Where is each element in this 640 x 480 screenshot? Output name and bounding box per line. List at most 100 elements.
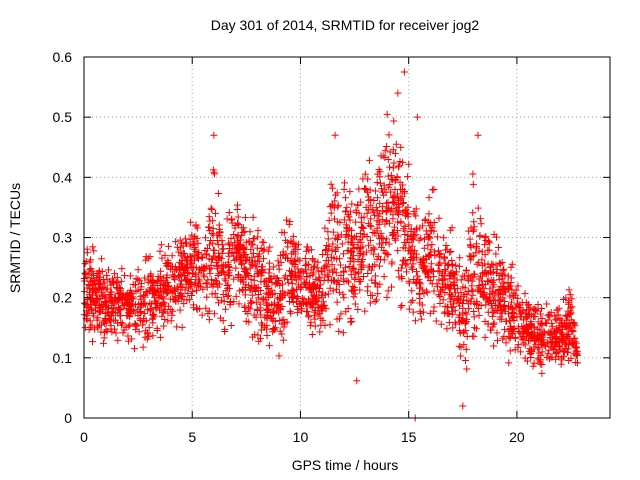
data-point	[100, 339, 108, 347]
data-point	[501, 288, 509, 296]
data-point	[118, 265, 126, 273]
data-point	[538, 304, 546, 312]
data-point	[216, 232, 224, 240]
data-point	[238, 259, 246, 267]
data-point	[482, 267, 490, 275]
data-point	[161, 251, 169, 259]
data-point	[321, 224, 329, 232]
data-point	[255, 337, 263, 345]
data-point	[270, 272, 278, 280]
data-point	[372, 279, 380, 287]
data-point	[475, 275, 483, 283]
x-tick-label: 10	[293, 429, 309, 445]
data-point	[157, 241, 165, 249]
data-point	[525, 325, 533, 333]
data-point	[366, 222, 374, 230]
data-point	[336, 255, 344, 263]
data-point	[430, 227, 438, 235]
data-point	[479, 292, 487, 300]
data-point	[283, 216, 291, 224]
x-tick-label: 20	[509, 429, 525, 445]
data-point	[149, 311, 157, 319]
data-point	[449, 324, 457, 332]
chart-title: Day 301 of 2014, SRMTID for receiver jog…	[211, 17, 480, 33]
data-point	[416, 307, 424, 315]
data-point	[405, 160, 413, 168]
data-point	[227, 322, 235, 330]
data-point	[551, 312, 559, 320]
data-point	[401, 222, 409, 230]
data-point	[116, 311, 124, 319]
data-point	[569, 328, 577, 336]
data-point	[357, 244, 365, 252]
data-point	[368, 292, 376, 300]
data-point	[298, 294, 306, 302]
data-point	[544, 350, 552, 358]
data-point	[205, 265, 213, 273]
data-point	[294, 265, 302, 273]
data-point	[219, 317, 227, 325]
data-point	[234, 246, 242, 254]
data-point	[412, 226, 420, 234]
data-point	[469, 287, 477, 295]
data-point	[412, 205, 420, 213]
data-point	[397, 194, 405, 202]
data-point	[318, 304, 326, 312]
data-point	[278, 330, 286, 338]
data-point	[476, 231, 484, 239]
data-point	[257, 319, 265, 327]
data-point	[311, 315, 319, 323]
data-point	[112, 329, 120, 337]
x-tick-label: 15	[401, 429, 417, 445]
data-point	[486, 239, 494, 247]
data-point	[327, 209, 335, 217]
data-point	[95, 321, 103, 329]
data-point	[490, 296, 498, 304]
data-point	[135, 300, 143, 308]
data-point	[419, 222, 427, 230]
data-point	[227, 297, 235, 305]
data-point	[349, 264, 357, 272]
data-point	[496, 301, 504, 309]
data-point	[153, 324, 161, 332]
data-point	[103, 328, 111, 336]
data-point	[247, 299, 255, 307]
data-point	[488, 268, 496, 276]
data-point	[141, 293, 149, 301]
data-point	[321, 321, 329, 329]
data-point	[134, 266, 142, 274]
data-point	[428, 241, 436, 249]
data-point	[508, 305, 516, 313]
data-point	[538, 369, 546, 377]
data-point	[211, 289, 219, 297]
data-point	[544, 311, 552, 319]
data-point	[435, 291, 443, 299]
data-point	[328, 202, 336, 210]
data-point	[405, 279, 413, 287]
data-point	[509, 330, 517, 338]
data-point	[175, 294, 183, 302]
data-point	[470, 313, 478, 321]
data-point	[510, 316, 518, 324]
data-point	[238, 231, 246, 239]
data-point	[469, 209, 477, 217]
data-point	[464, 300, 472, 308]
data-point	[223, 284, 231, 292]
data-point	[183, 240, 191, 248]
data-point	[210, 310, 218, 318]
data-point	[209, 217, 217, 225]
data-point	[385, 183, 393, 191]
data-point	[469, 170, 477, 178]
data-point	[388, 283, 396, 291]
data-point	[480, 289, 488, 297]
data-point	[129, 281, 137, 289]
data-point	[302, 300, 310, 308]
data-point	[473, 260, 481, 268]
data-point	[463, 333, 471, 341]
data-point	[505, 334, 513, 342]
data-point	[364, 263, 372, 271]
data-point	[389, 164, 397, 172]
data-point	[412, 250, 420, 258]
data-point	[284, 276, 292, 284]
data-point	[389, 215, 397, 223]
